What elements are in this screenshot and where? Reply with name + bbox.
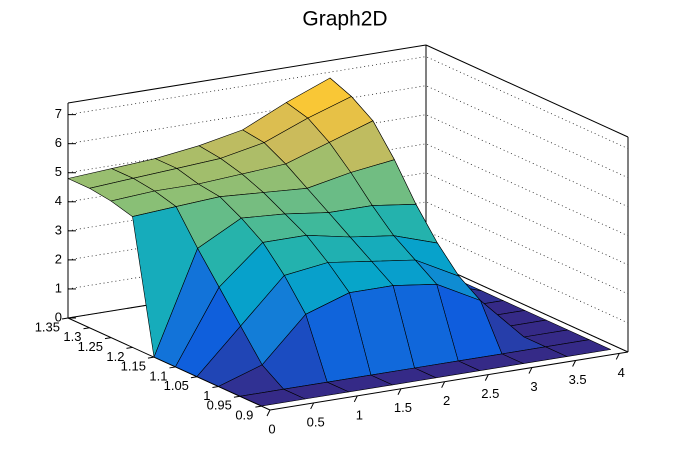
x-tick [397, 388, 402, 396]
x-tick-label: 2 [443, 393, 450, 408]
grid-line [67, 85, 629, 179]
z-tick-label: 7 [55, 106, 62, 121]
y-axis [67, 317, 271, 411]
y-tick [147, 356, 155, 359]
x-tick [528, 367, 533, 374]
y-tick-label: 1.05 [164, 378, 189, 393]
z-tick-label: 6 [55, 135, 62, 150]
x-tick [266, 409, 271, 417]
x-tick [484, 374, 489, 381]
y-tick-label: 0.95 [207, 398, 232, 413]
z-tick-label: 2 [55, 251, 62, 266]
y-tick [233, 395, 240, 398]
x-tick-label: 3.5 [569, 372, 587, 387]
y-tick [104, 337, 112, 340]
x-tick [572, 360, 577, 367]
x-tick [310, 402, 315, 410]
z-tick-label: 4 [55, 193, 62, 208]
z-tick-label: 0 [55, 309, 62, 324]
box-edge [425, 44, 629, 138]
y-tick-label: 1.1 [149, 368, 167, 383]
x-tick-label: 2.5 [481, 386, 499, 401]
z-tick-label: 5 [55, 164, 62, 179]
y-tick [83, 327, 90, 330]
x-tick-label: 0.5 [307, 414, 325, 429]
y-tick-label: 1.25 [78, 339, 103, 354]
x-tick-label: 1.5 [394, 400, 412, 415]
y-tick [212, 386, 219, 389]
x-tick-label: 3 [530, 379, 537, 394]
chart-title: Graph2D [302, 8, 387, 31]
x-tick [353, 395, 358, 403]
box-edge [67, 44, 427, 104]
y-tick-label: 1.3 [63, 329, 81, 344]
y-tick [169, 366, 176, 369]
x-tick [441, 381, 446, 388]
y-tick [61, 317, 69, 320]
y-tick-label: 1 [203, 388, 210, 403]
y-tick-label: 1.35 [35, 319, 60, 334]
y-tick [190, 376, 198, 379]
x-tick-label: 0 [268, 421, 275, 436]
x-tick-label: 1 [356, 407, 363, 422]
z-tick-label: 1 [55, 280, 62, 295]
x-tick [615, 353, 620, 360]
y-tick [126, 346, 133, 349]
grid-line [67, 56, 629, 149]
y-tick [255, 405, 262, 408]
y-tick-label: 1.2 [106, 349, 124, 364]
box-edge [425, 259, 629, 353]
x-tick-label: 4 [618, 365, 625, 380]
x-axis [269, 351, 629, 411]
y-tick-label: 0.9 [235, 408, 253, 423]
y-tick-label: 1.15 [121, 359, 146, 374]
z-tick-label: 3 [55, 222, 62, 237]
